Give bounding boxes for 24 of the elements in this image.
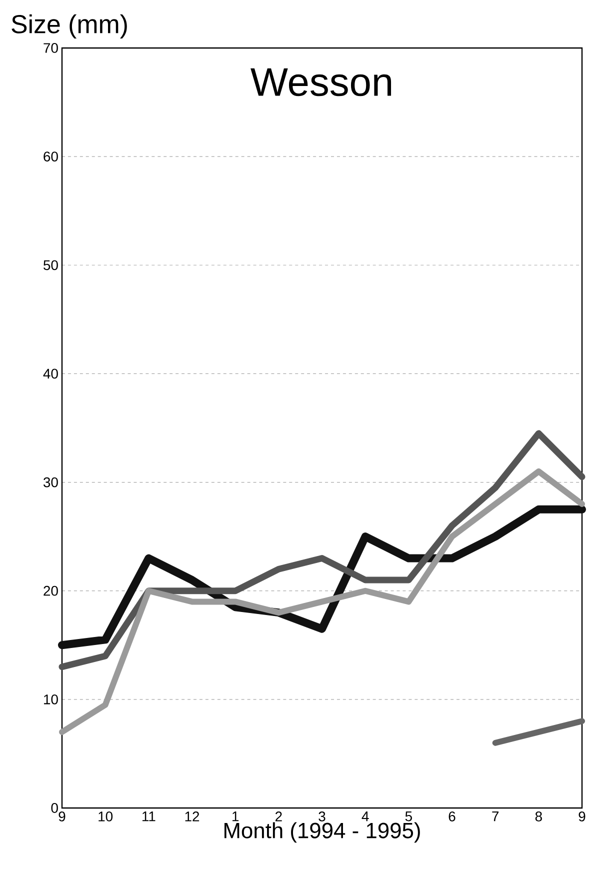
- chart-title: Wesson: [250, 68, 392, 96]
- x-tick-label: 9: [58, 812, 66, 822]
- x-tick-label: 6: [448, 812, 456, 822]
- y-tick-label: 60: [44, 152, 58, 162]
- x-tick-label: 12: [185, 812, 200, 822]
- x-axis-title: Month (1994 - 1995): [224, 822, 420, 843]
- y-tick-label: 70: [44, 43, 58, 53]
- y-tick-label: 10: [44, 694, 58, 704]
- x-tick-label: 9: [578, 812, 586, 822]
- x-tick-label: 4: [362, 812, 369, 822]
- x-tick-label: 11: [142, 812, 156, 822]
- y-tick-label: 30: [43, 477, 58, 488]
- y-tick-label: 40: [43, 368, 58, 379]
- y-axis-title: Size (mm): [12, 14, 127, 38]
- x-tick-label: 7: [492, 812, 499, 822]
- y-tick-label: 0: [51, 803, 58, 813]
- y-tick-label: 20: [44, 586, 58, 596]
- x-tick-label: 2: [275, 812, 282, 822]
- x-tick-label: 3: [318, 812, 326, 822]
- x-tick-label: 10: [98, 812, 113, 822]
- x-tick-label: 5: [405, 812, 412, 822]
- x-tick-label: 1: [232, 812, 239, 822]
- y-tick-label: 50: [44, 260, 58, 270]
- x-tick-label: 8: [535, 812, 542, 822]
